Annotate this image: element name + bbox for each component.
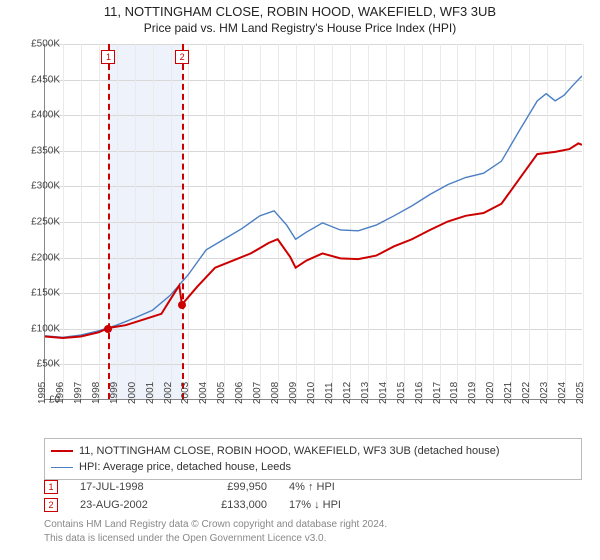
x-axis-tick-label: 2006 xyxy=(234,382,245,404)
x-axis-tick-label: 2000 xyxy=(127,382,138,404)
x-axis-tick-label: 2025 xyxy=(575,382,586,404)
transactions-table: 1 17-JUL-1998 £99,950 4% ↑ HPI 2 23-AUG-… xyxy=(44,478,582,514)
transaction-row: 2 23-AUG-2002 £133,000 17% ↓ HPI xyxy=(44,496,582,514)
chart-title: 11, NOTTINGHAM CLOSE, ROBIN HOOD, WAKEFI… xyxy=(0,4,600,19)
legend-label: 11, NOTTINGHAM CLOSE, ROBIN HOOD, WAKEFI… xyxy=(79,445,500,457)
transaction-row: 1 17-JUL-1998 £99,950 4% ↑ HPI xyxy=(44,478,582,496)
y-axis-tick-label: £350K xyxy=(31,145,60,156)
transaction-date: 17-JUL-1998 xyxy=(80,481,175,493)
x-axis-tick-label: 2023 xyxy=(539,382,550,404)
legend-swatch xyxy=(51,450,73,452)
x-axis-tick-label: 2024 xyxy=(557,382,568,404)
legend-item-hpi: HPI: Average price, detached house, Leed… xyxy=(51,459,575,475)
chart-subtitle: Price paid vs. HM Land Registry's House … xyxy=(0,21,600,35)
y-axis-tick-label: £50K xyxy=(37,359,60,370)
transaction-marker-icon: 2 xyxy=(44,498,58,512)
x-axis-tick-label: 2008 xyxy=(270,382,281,404)
x-axis-tick-label: 1995 xyxy=(37,382,48,404)
x-axis-tick-label: 2011 xyxy=(324,382,335,404)
x-axis-tick-label: 2018 xyxy=(449,382,460,404)
y-axis-tick-label: £250K xyxy=(31,217,60,228)
transaction-price: £99,950 xyxy=(197,481,267,493)
footer-line: This data is licensed under the Open Gov… xyxy=(44,532,582,546)
x-axis-tick-label: 1996 xyxy=(55,382,66,404)
transaction-price: £133,000 xyxy=(197,499,267,511)
transaction-delta: 4% ↑ HPI xyxy=(289,481,384,493)
price-point-dot xyxy=(104,325,112,333)
x-axis-tick-label: 2010 xyxy=(306,382,317,404)
transaction-marker-icon: 1 xyxy=(44,480,58,494)
x-axis-tick-label: 2007 xyxy=(252,382,263,404)
x-axis-tick-label: 2009 xyxy=(288,382,299,404)
x-axis-tick-label: 1999 xyxy=(109,382,120,404)
y-axis-tick-label: £100K xyxy=(31,323,60,334)
x-axis-tick-label: 2020 xyxy=(485,382,496,404)
series-line-hpi xyxy=(45,76,582,337)
legend-label: HPI: Average price, detached house, Leed… xyxy=(79,461,291,473)
legend: 11, NOTTINGHAM CLOSE, ROBIN HOOD, WAKEFI… xyxy=(44,438,582,480)
x-axis-tick-label: 2013 xyxy=(360,382,371,404)
footer-attribution: Contains HM Land Registry data © Crown c… xyxy=(44,518,582,545)
x-axis-tick-label: 2015 xyxy=(396,382,407,404)
footer-line: Contains HM Land Registry data © Crown c… xyxy=(44,518,582,532)
x-axis-tick-label: 2022 xyxy=(521,382,532,404)
x-axis-tick-label: 1998 xyxy=(91,382,102,404)
x-axis-tick-label: 2021 xyxy=(503,382,514,404)
x-axis-tick-label: 2016 xyxy=(414,382,425,404)
price-point-dot xyxy=(178,301,186,309)
x-axis-tick-label: 1997 xyxy=(73,382,84,404)
x-axis-tick-label: 2019 xyxy=(467,382,478,404)
x-axis-tick-label: 2005 xyxy=(216,382,227,404)
legend-item-price: 11, NOTTINGHAM CLOSE, ROBIN HOOD, WAKEFI… xyxy=(51,443,575,459)
x-axis-tick-label: 2003 xyxy=(180,382,191,404)
y-axis-tick-label: £200K xyxy=(31,252,60,263)
y-axis-tick-label: £150K xyxy=(31,288,60,299)
x-axis-tick-label: 2002 xyxy=(163,382,174,404)
x-axis-tick-label: 2017 xyxy=(432,382,443,404)
x-axis-tick-label: 2004 xyxy=(198,382,209,404)
legend-swatch xyxy=(51,467,73,468)
y-axis-tick-label: £400K xyxy=(31,110,60,121)
x-axis-tick-label: 2014 xyxy=(378,382,389,404)
chart-area: 12 xyxy=(44,44,582,400)
y-axis-tick-label: £300K xyxy=(31,181,60,192)
transaction-date: 23-AUG-2002 xyxy=(80,499,175,511)
x-axis-tick-label: 2012 xyxy=(342,382,353,404)
series-line-price xyxy=(45,143,582,338)
transaction-delta: 17% ↓ HPI xyxy=(289,499,384,511)
x-axis-tick-label: 2001 xyxy=(145,382,156,404)
y-axis-tick-label: £450K xyxy=(31,74,60,85)
y-axis-tick-label: £500K xyxy=(31,39,60,50)
